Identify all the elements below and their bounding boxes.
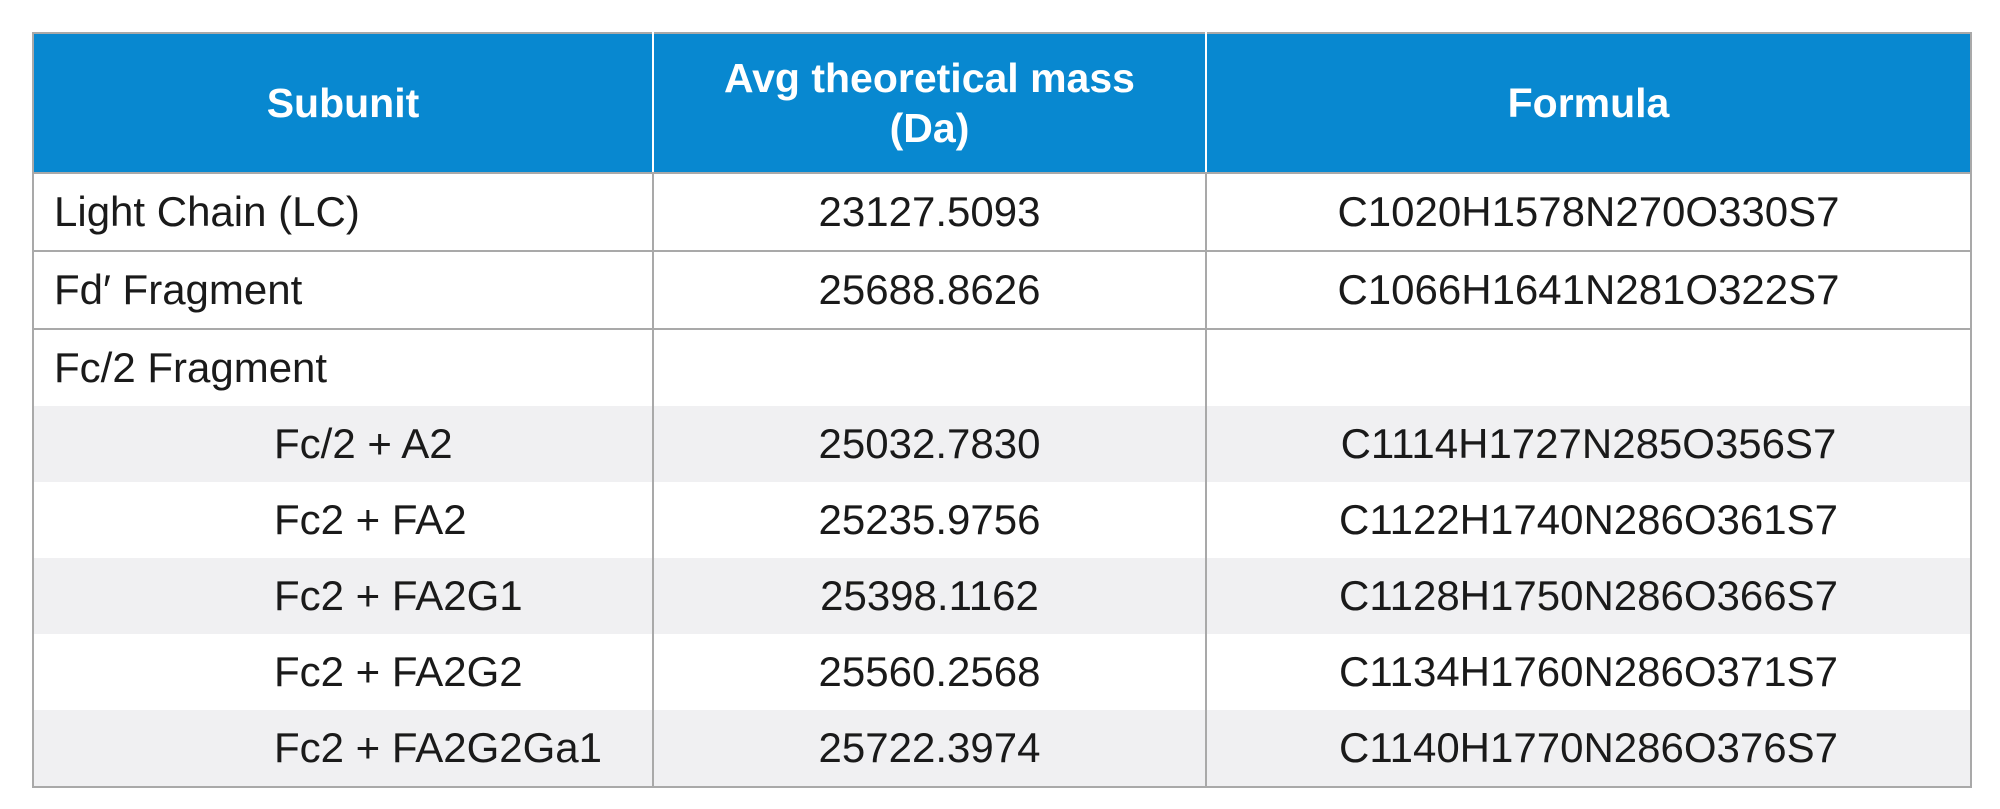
table-row: Fc2 + FA2G1 25398.1162 C1128H1750N286O36… — [32, 558, 1972, 634]
row-subunit-name: Fc/2 + A2 — [32, 406, 654, 482]
table-row: Light Chain (LC) 23127.5093 C1020H1578N2… — [32, 172, 1972, 251]
row-formula: C1114H1727N285O356S7 — [1205, 406, 1972, 482]
table-row: Fc2 + FA2 25235.9756 C1122H1740N286O361S… — [32, 482, 1972, 558]
row-subunit-name: Fc2 + FA2G1 — [32, 558, 654, 634]
row-mass: 25032.7830 — [652, 406, 1207, 482]
row-subunit-name: Fc/2 Fragment — [32, 328, 654, 406]
row-formula: C1128H1750N286O366S7 — [1205, 558, 1972, 634]
header-mass-line1: Avg theoretical mass — [724, 55, 1135, 101]
row-formula: C1122H1740N286O361S7 — [1205, 482, 1972, 558]
table-row: Fc/2 + A2 25032.7830 C1114H1727N285O356S… — [32, 406, 1972, 482]
table-row: Fc2 + FA2G2Ga1 25722.3974 C1140H1770N286… — [32, 710, 1972, 788]
row-mass: 25235.9756 — [652, 482, 1207, 558]
header-mass-line2: (Da) — [889, 105, 970, 151]
row-subunit-name: Fc2 + FA2 — [32, 482, 654, 558]
row-mass — [652, 328, 1207, 406]
row-mass: 25688.8626 — [652, 250, 1207, 329]
row-mass: 23127.5093 — [652, 172, 1207, 251]
row-formula: C1134H1760N286O371S7 — [1205, 634, 1972, 710]
row-mass: 25722.3974 — [652, 710, 1207, 788]
header-formula: Formula — [1205, 32, 1972, 174]
row-subunit-name: Fc2 + FA2G2 — [32, 634, 654, 710]
subunit-mass-table: Subunit Avg theoretical mass (Da) Formul… — [32, 32, 1972, 788]
table-row: Fc2 + FA2G2 25560.2568 C1134H1760N286O37… — [32, 634, 1972, 710]
row-subunit-name: Fc2 + FA2G2Ga1 — [32, 710, 654, 788]
row-subunit-name: Fd′ Fragment — [32, 250, 654, 329]
table-row: Fd′ Fragment 25688.8626 C1066H1641N281O3… — [32, 250, 1972, 329]
row-formula — [1205, 328, 1972, 406]
row-subunit-name: Light Chain (LC) — [32, 172, 654, 251]
row-mass: 25398.1162 — [652, 558, 1207, 634]
header-row: Subunit Avg theoretical mass (Da) Formul… — [32, 32, 1972, 174]
table-row: Fc/2 Fragment — [32, 328, 1972, 406]
row-formula: C1020H1578N270O330S7 — [1205, 172, 1972, 251]
row-formula: C1140H1770N286O376S7 — [1205, 710, 1972, 788]
header-mass: Avg theoretical mass (Da) — [652, 32, 1207, 174]
row-mass: 25560.2568 — [652, 634, 1207, 710]
header-subunit: Subunit — [32, 32, 654, 174]
mass-table-container: Subunit Avg theoretical mass (Da) Formul… — [32, 32, 1972, 788]
row-formula: C1066H1641N281O322S7 — [1205, 250, 1972, 329]
